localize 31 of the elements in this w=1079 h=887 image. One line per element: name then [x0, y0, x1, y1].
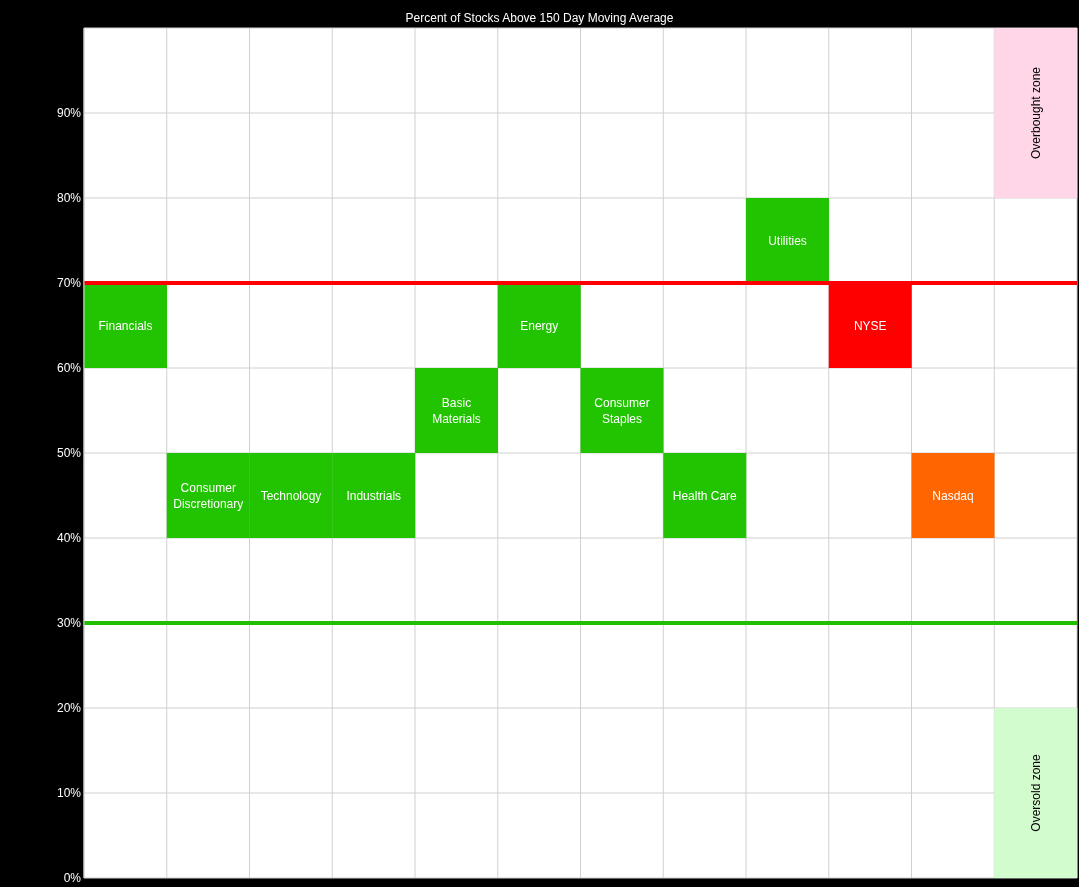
y-tick-label: 60% [56, 361, 82, 375]
y-tick-label: 10% [56, 786, 82, 800]
bar [84, 283, 167, 368]
data-label: Overbought zone [1028, 66, 1043, 160]
bar [994, 28, 1078, 198]
data-label: Technology [260, 488, 322, 503]
y-tick-label: 80% [56, 191, 82, 205]
data-label: Financials [98, 318, 153, 333]
data-label: Energy [520, 318, 559, 333]
y-tick-label: 90% [56, 106, 82, 120]
y-tick-label: 40% [56, 531, 82, 545]
data-label: Nasdaq [932, 488, 974, 503]
bar [994, 708, 1078, 878]
data-label: Health Care [672, 488, 738, 503]
bar [911, 453, 995, 538]
data-label: Consumer Discretionary [173, 480, 244, 511]
y-tick-label: 50% [56, 446, 82, 460]
data-label: Industrials [346, 488, 402, 503]
y-tick-label: 70% [56, 276, 82, 290]
data-label: Basic Materials [432, 395, 481, 426]
y-tick-label: 0% [63, 871, 82, 885]
data-label: Utilities [768, 233, 807, 248]
data-label: Consumer Staples [594, 395, 650, 426]
data-label: Oversold zone [1028, 753, 1043, 832]
bar [497, 283, 581, 368]
data-label: NYSE [853, 318, 887, 333]
y-tick-label: 20% [56, 701, 82, 715]
bar [415, 368, 498, 453]
chart-title: Percent of Stocks Above 150 Day Moving Average [404, 10, 675, 27]
bar [746, 198, 829, 283]
y-tick-label: 30% [56, 616, 82, 630]
